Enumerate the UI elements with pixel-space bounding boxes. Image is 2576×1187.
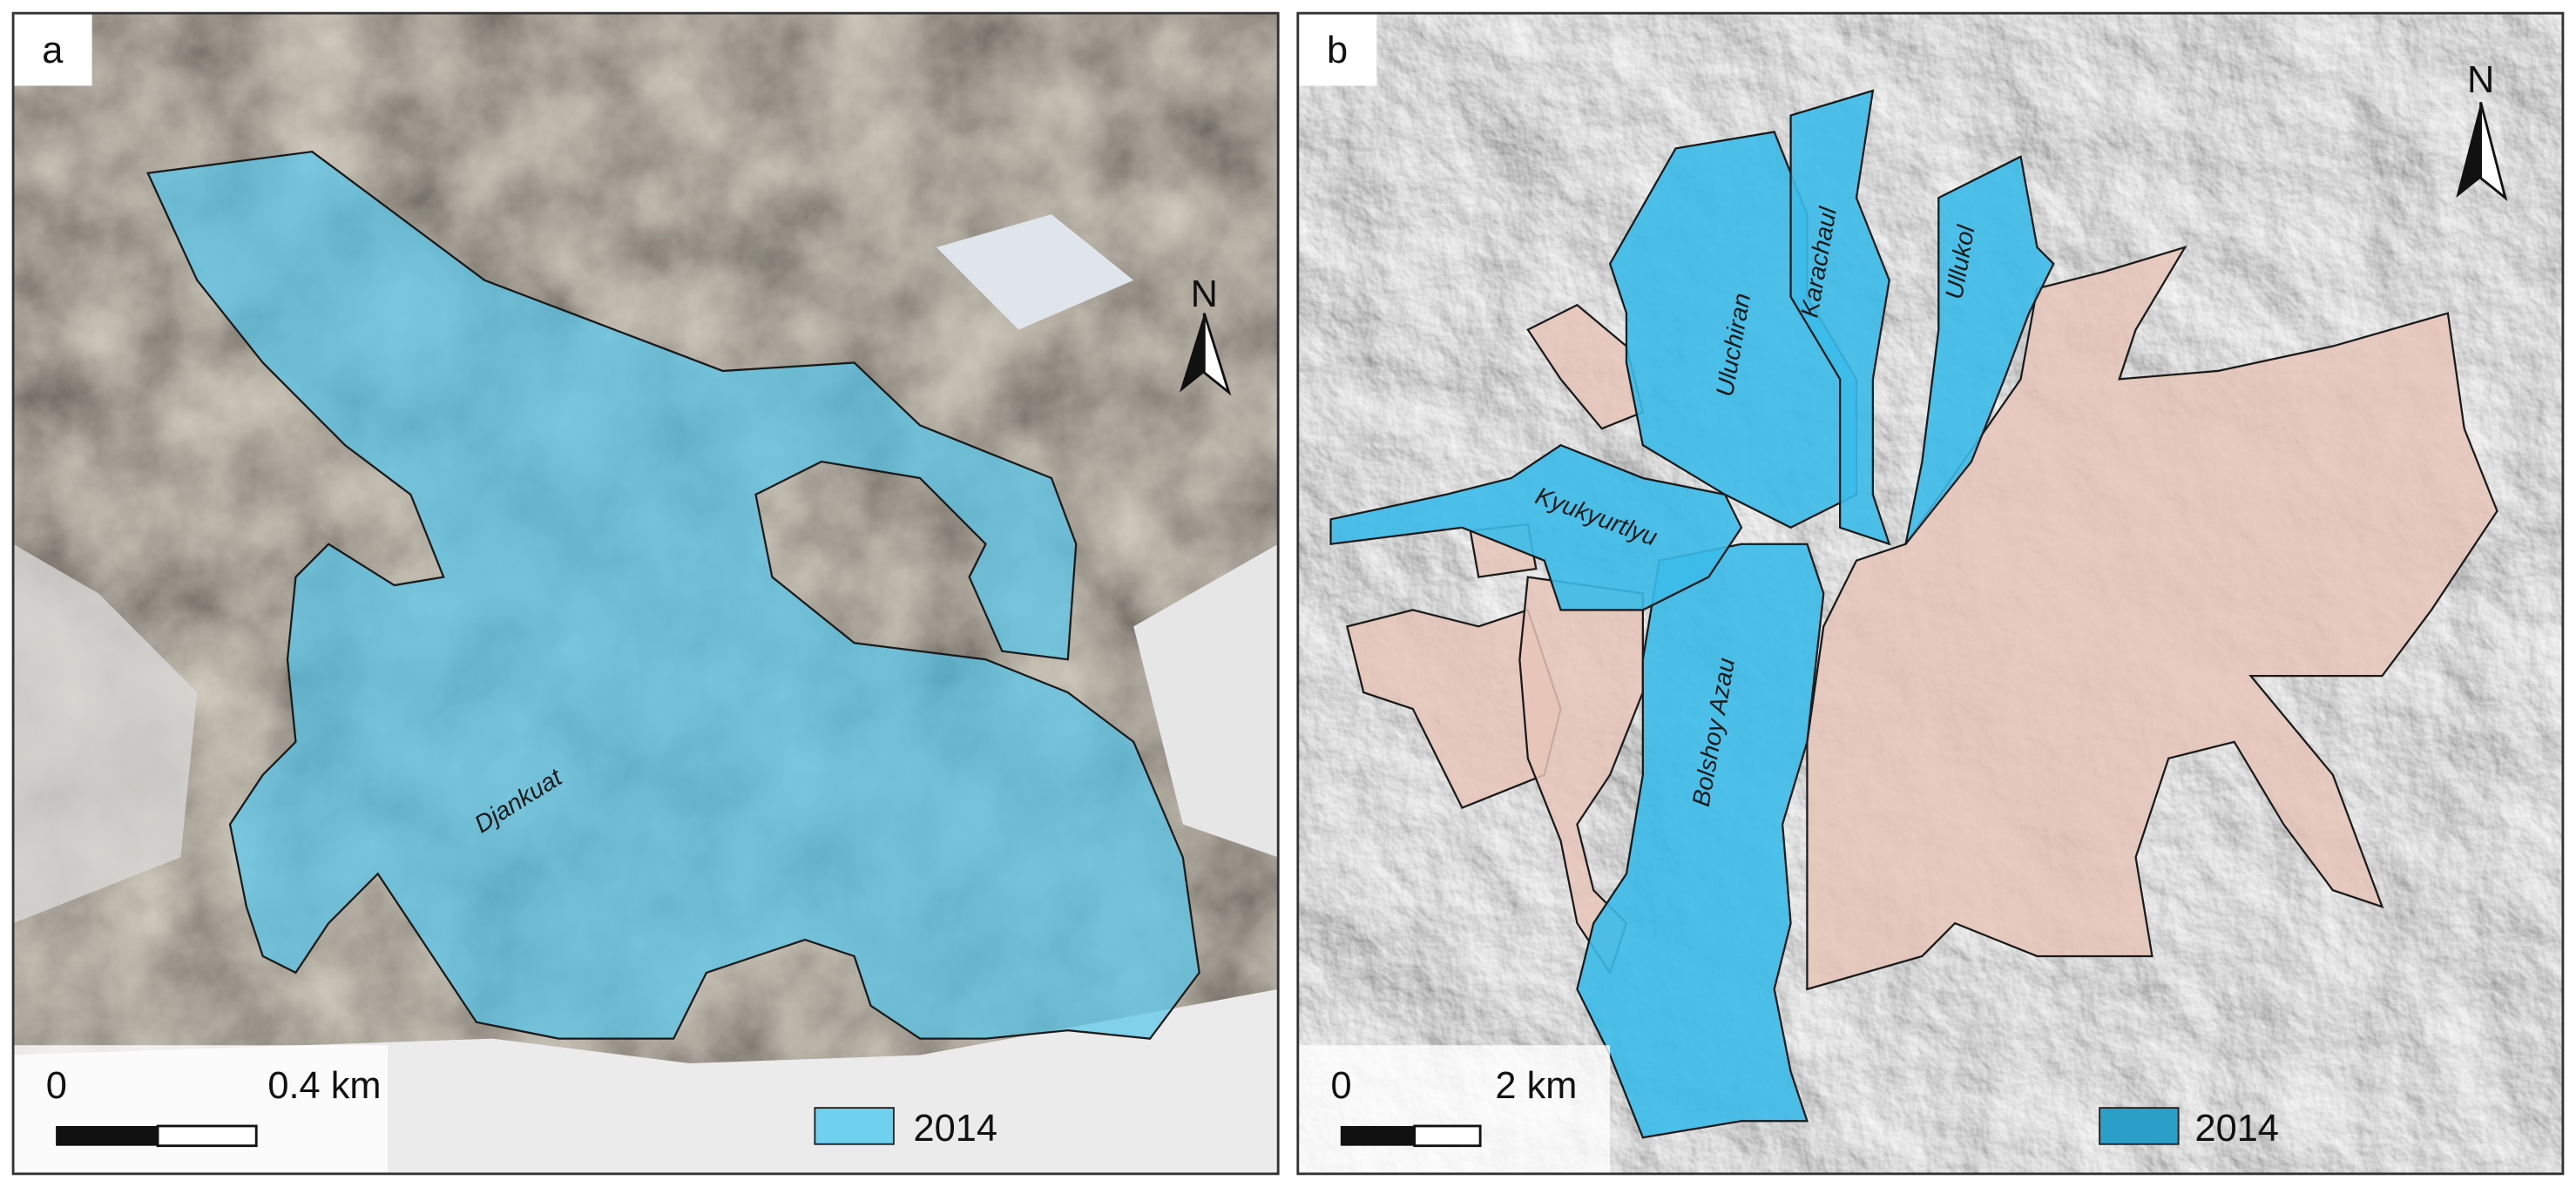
scale-bar <box>1413 1124 1482 1148</box>
panel-label: b <box>1327 30 1348 71</box>
panel-a: Djankuat a N 0 0.4 km 2014 <box>13 13 1279 1174</box>
scale-bar <box>56 1125 159 1146</box>
north-label: N <box>1191 273 1218 315</box>
panel-b: Uluchiran Karachaul Ullukol Kyukyurtlyu … <box>1297 13 2563 1174</box>
arrow-half <box>1202 313 1232 396</box>
panel-label-box <box>13 13 92 86</box>
scale-box <box>1297 1045 1611 1174</box>
scale-end: 2 km <box>1495 1065 1577 1107</box>
legend-label: 2014 <box>914 1108 997 1150</box>
panel-label: a <box>42 30 64 71</box>
north-label: N <box>2467 59 2494 101</box>
glacier-polygon <box>1576 543 1825 1139</box>
panel-label-box <box>1297 13 1377 86</box>
arrow-half <box>2479 102 2508 201</box>
legend-swatch <box>2099 1107 2180 1145</box>
panel-frame <box>1296 11 2565 1176</box>
legend-label: 2014 <box>2194 1108 2278 1150</box>
scale-bar <box>1340 1125 1415 1146</box>
glacier-polygon <box>1904 155 2055 545</box>
snow <box>13 543 198 924</box>
snow <box>936 214 1134 330</box>
glacier-polygon <box>1329 443 1743 611</box>
glacier-polygon <box>1789 89 1891 546</box>
glacier-polygon <box>1806 246 2498 991</box>
glacier-outline <box>146 150 1200 1040</box>
scale-end: 0.4 km <box>267 1065 381 1107</box>
snow <box>1133 543 1279 858</box>
scale-box <box>13 1045 389 1174</box>
scale-bar <box>156 1124 258 1148</box>
scale-start: 0 <box>1331 1065 1352 1107</box>
panel-frame <box>11 11 1280 1176</box>
named-glaciers <box>1329 89 2055 1139</box>
scale-start: 0 <box>46 1065 67 1107</box>
other-glaciers <box>1346 246 2498 991</box>
legend-swatch <box>814 1107 895 1145</box>
